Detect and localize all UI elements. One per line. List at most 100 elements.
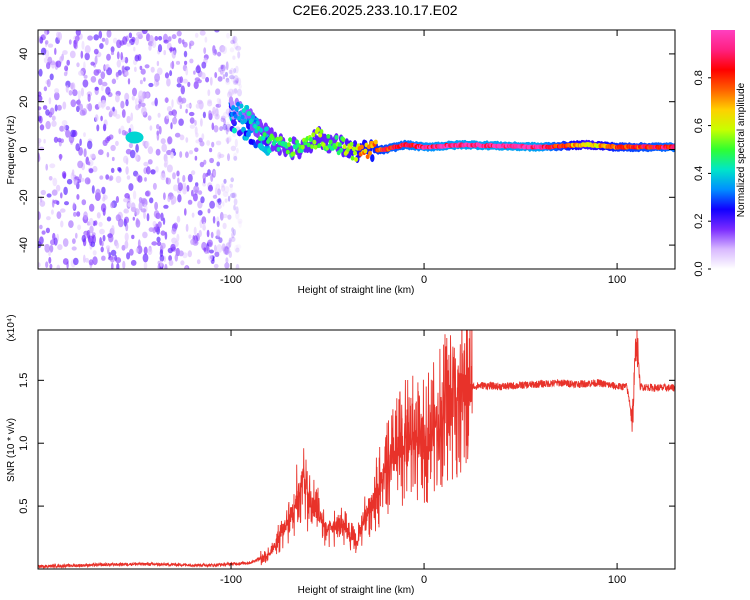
spectrogram-noise-cell <box>176 83 182 88</box>
spectrogram-noise-cell <box>221 185 226 192</box>
spectrogram-noise-cell <box>130 259 137 266</box>
spectrogram-noise-cell <box>121 65 125 74</box>
spectrogram-track-cell <box>359 144 364 150</box>
spectrogram-noise-cell <box>124 66 131 71</box>
spectrogram-noise-cell <box>102 234 106 242</box>
spectrogram-noise-cell <box>176 215 181 223</box>
spectrogram-noise-cell <box>98 149 104 156</box>
snr-ylabel: SNR (10 * v/v) <box>6 418 17 482</box>
spectrogram-noise-cell <box>39 236 44 245</box>
spectrogram-track-cell <box>368 150 372 156</box>
spectrogram-noise-cell <box>193 226 197 236</box>
spectrogram-noise-cell <box>191 189 194 197</box>
spectrogram-noise-cell <box>52 177 58 187</box>
spectrogram-noise-cell <box>166 177 171 185</box>
spectrogram-noise-cell <box>156 241 162 247</box>
snr-ticks: -100 0 100 0.5 1.0 1.5 <box>18 330 675 586</box>
spectrogram-onset-cell <box>231 127 237 134</box>
spectrogram-noise-cell <box>199 161 205 168</box>
spectrogram-noise-cell <box>203 247 207 252</box>
spectrogram-noise-cell <box>156 236 161 243</box>
spectrogram-noise-cell <box>233 229 236 236</box>
spectrogram-noise-cell <box>147 247 153 256</box>
spectrogram-noise-cell <box>51 189 58 196</box>
spectrogram-noise-cell <box>43 86 48 92</box>
spectrogram-noise-cell <box>131 95 135 101</box>
spectrogram-noise-cell <box>106 136 111 142</box>
spectrogram-noise-cell <box>188 111 195 117</box>
spectrogram-noise-cell <box>60 220 64 228</box>
spectrogram-noise-cell <box>201 133 205 140</box>
spectrogram-noise-cell <box>56 104 62 111</box>
spectrogram-noise-cell <box>90 61 95 66</box>
spectrogram-noise-cell <box>53 237 58 246</box>
spectrogram-noise-cell <box>207 89 211 97</box>
spectrogram-noise-cell <box>124 240 129 249</box>
spectrogram-noise-cell <box>193 70 196 75</box>
x-tick-label: 0 <box>421 574 427 586</box>
spectrogram-noise-cell <box>219 126 224 132</box>
spectrogram-noise-cell <box>197 210 203 216</box>
spectrogram-noise-cell <box>207 100 213 107</box>
spectrogram-noise-cell <box>55 184 61 192</box>
spectrogram-noise-cell <box>61 120 68 126</box>
spectrogram-track-cell <box>306 142 311 148</box>
spectrogram-noise-cell <box>92 256 98 266</box>
spectrogram-track-cell <box>365 154 370 160</box>
spectrogram-noise-cell <box>134 152 139 161</box>
spectrogram-noise-cell <box>187 250 192 258</box>
spectrogram-noise-cell <box>68 39 72 45</box>
spectrogram-noise-cell <box>105 86 111 96</box>
spectrogram-noise-cell <box>196 99 203 105</box>
spectrogram-noise-cell <box>101 85 104 92</box>
spectrogram-noise-cell <box>168 255 173 262</box>
spectrogram-noise-cell <box>182 41 188 48</box>
spectrogram-noise-cell <box>53 199 59 204</box>
spectrogram-noise-cell <box>142 253 149 263</box>
spectrogram-track-cell <box>236 101 240 107</box>
spectrogram-noise-cell <box>219 45 226 53</box>
spectrogram-track-cell <box>245 105 250 110</box>
spectrogram-noise-cell <box>84 257 90 263</box>
spectrogram-noise-cell <box>149 197 154 204</box>
colorbar-tick-label: 0.6 <box>693 118 705 133</box>
spectrogram-track-cell <box>672 145 675 150</box>
spectrogram-noise-cell <box>84 177 91 185</box>
spectrogram-noise-cell <box>38 111 41 117</box>
spectrogram-noise-cell <box>177 182 183 192</box>
spectrogram-track-cell <box>363 148 368 154</box>
spectrogram-noise-cell <box>78 70 84 76</box>
spectrogram-noise-cell <box>43 138 46 144</box>
spectrogram-noise-cell <box>76 105 80 113</box>
spectrogram-noise-cell <box>182 78 188 84</box>
spectrogram-heatmap <box>38 30 675 269</box>
spectrogram-noise-cell <box>76 194 80 200</box>
spectrogram-noise-cell <box>229 47 235 53</box>
spectrogram-noise-cell <box>171 99 174 108</box>
spectrogram-noise-cell <box>187 173 193 183</box>
spectrogram-track-cell <box>240 114 245 120</box>
spectrogram-noise-cell <box>194 119 197 126</box>
spectrogram-noise-cell <box>90 76 97 83</box>
spectrogram-noise-cell <box>228 251 232 258</box>
spectrogram-noise-cell <box>212 216 216 224</box>
spectrogram-noise-cell <box>136 31 142 37</box>
spectrogram-noise-cell <box>124 56 129 64</box>
spectrogram-noise-cell <box>212 49 218 56</box>
spectrogram-noise-cell <box>222 246 229 255</box>
spectrogram-noise-cell <box>83 74 88 79</box>
spectrogram-noise-cell <box>137 175 143 183</box>
spectrogram-track-cell <box>351 146 356 152</box>
spectrogram-noise-cell <box>44 40 49 45</box>
spectrogram-noise-cell <box>194 32 199 38</box>
spectrogram-noise-cell <box>216 161 220 167</box>
spectrogram-noise-cell <box>195 103 200 109</box>
spectrogram-noise-cell <box>158 36 163 41</box>
spectrogram-noise-cell <box>157 112 161 118</box>
spectrogram-noise-cell <box>185 67 189 76</box>
spectrogram-noise-cell <box>98 221 103 227</box>
spectrogram-noise-cell <box>211 141 215 148</box>
spectrogram-noise-cell <box>228 88 234 97</box>
spectrogram-noise-cell <box>54 88 60 94</box>
spectrogram-noise-cell <box>124 232 129 242</box>
